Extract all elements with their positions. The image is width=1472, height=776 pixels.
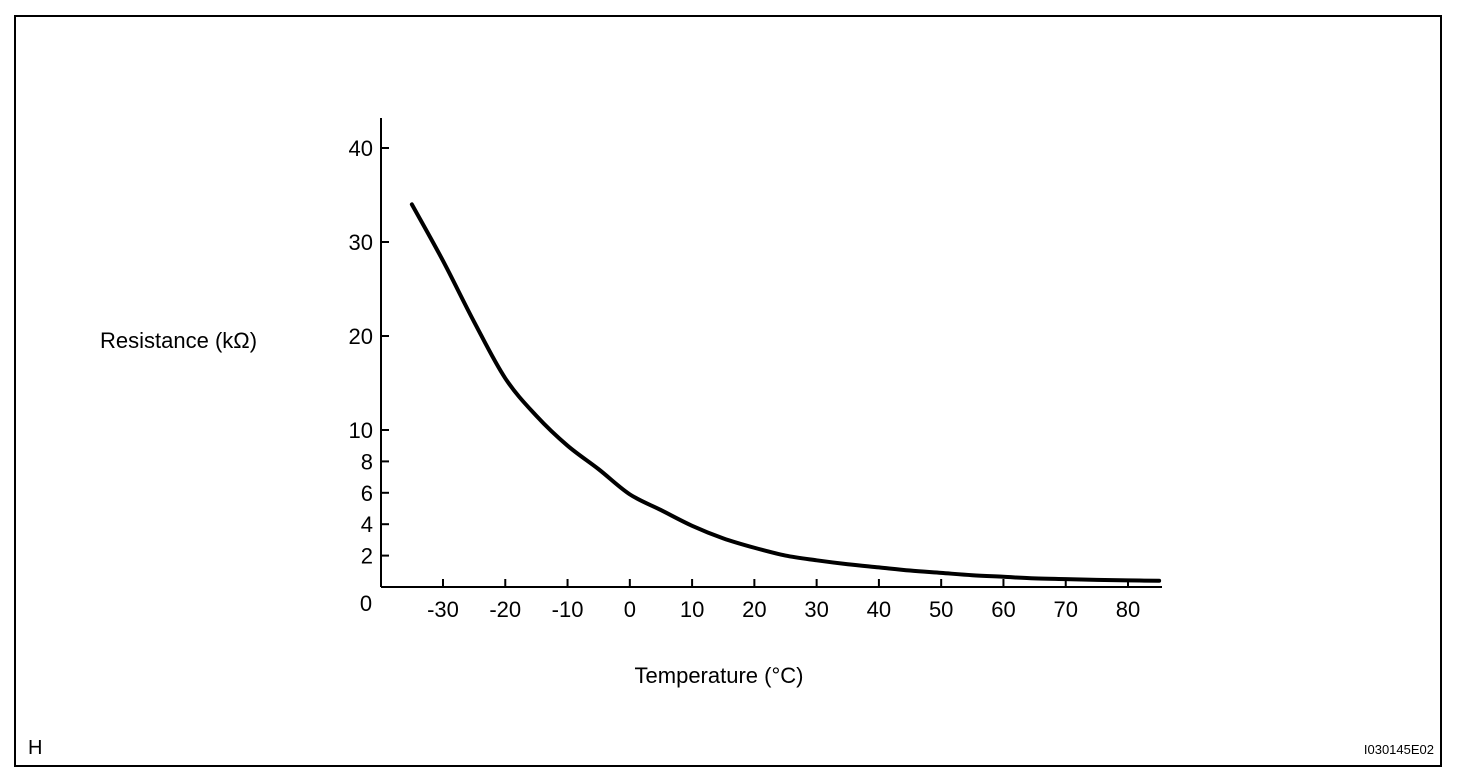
y-tick-label: 6 [361, 481, 373, 506]
y-tick-label: 0 [360, 591, 372, 616]
x-tick-label: 60 [991, 597, 1015, 622]
x-tick-label: 40 [867, 597, 891, 622]
y-tick-label: 8 [361, 449, 373, 474]
x-tick-label: 0 [624, 597, 636, 622]
y-tick-label: 30 [349, 230, 373, 255]
y-tick-label: 20 [349, 324, 373, 349]
x-tick-label: 30 [804, 597, 828, 622]
x-tick-label: -10 [552, 597, 584, 622]
figure-frame [14, 15, 1442, 767]
chart-axes [380, 118, 1162, 588]
x-tick-label: 50 [929, 597, 953, 622]
x-tick-label: 20 [742, 597, 766, 622]
y-tick-label: 10 [349, 418, 373, 443]
x-tick-label: 10 [680, 597, 704, 622]
y-axis-title: Resistance (kΩ) [100, 328, 257, 353]
x-tick-label: -30 [427, 597, 459, 622]
y-ticks: 0 2 4 6 8 10 20 30 40 [349, 136, 389, 616]
x-ticks: -30 -20 -10 0 10 20 30 40 50 60 70 80 [427, 579, 1140, 622]
x-tick-label: 70 [1053, 597, 1077, 622]
chart-series [409, 202, 1162, 583]
y-tick-label: 40 [349, 136, 373, 161]
x-axis-title: Temperature (°C) [635, 663, 804, 688]
corner-label-left: H [28, 737, 43, 759]
x-tick-label: 80 [1116, 597, 1140, 622]
y-tick-label: 2 [361, 544, 373, 569]
resistance-curve [409, 202, 1162, 583]
x-tick-label: -20 [489, 597, 521, 622]
figure-code: I030145E02 [1363, 742, 1434, 757]
y-tick-label: 4 [361, 512, 373, 537]
